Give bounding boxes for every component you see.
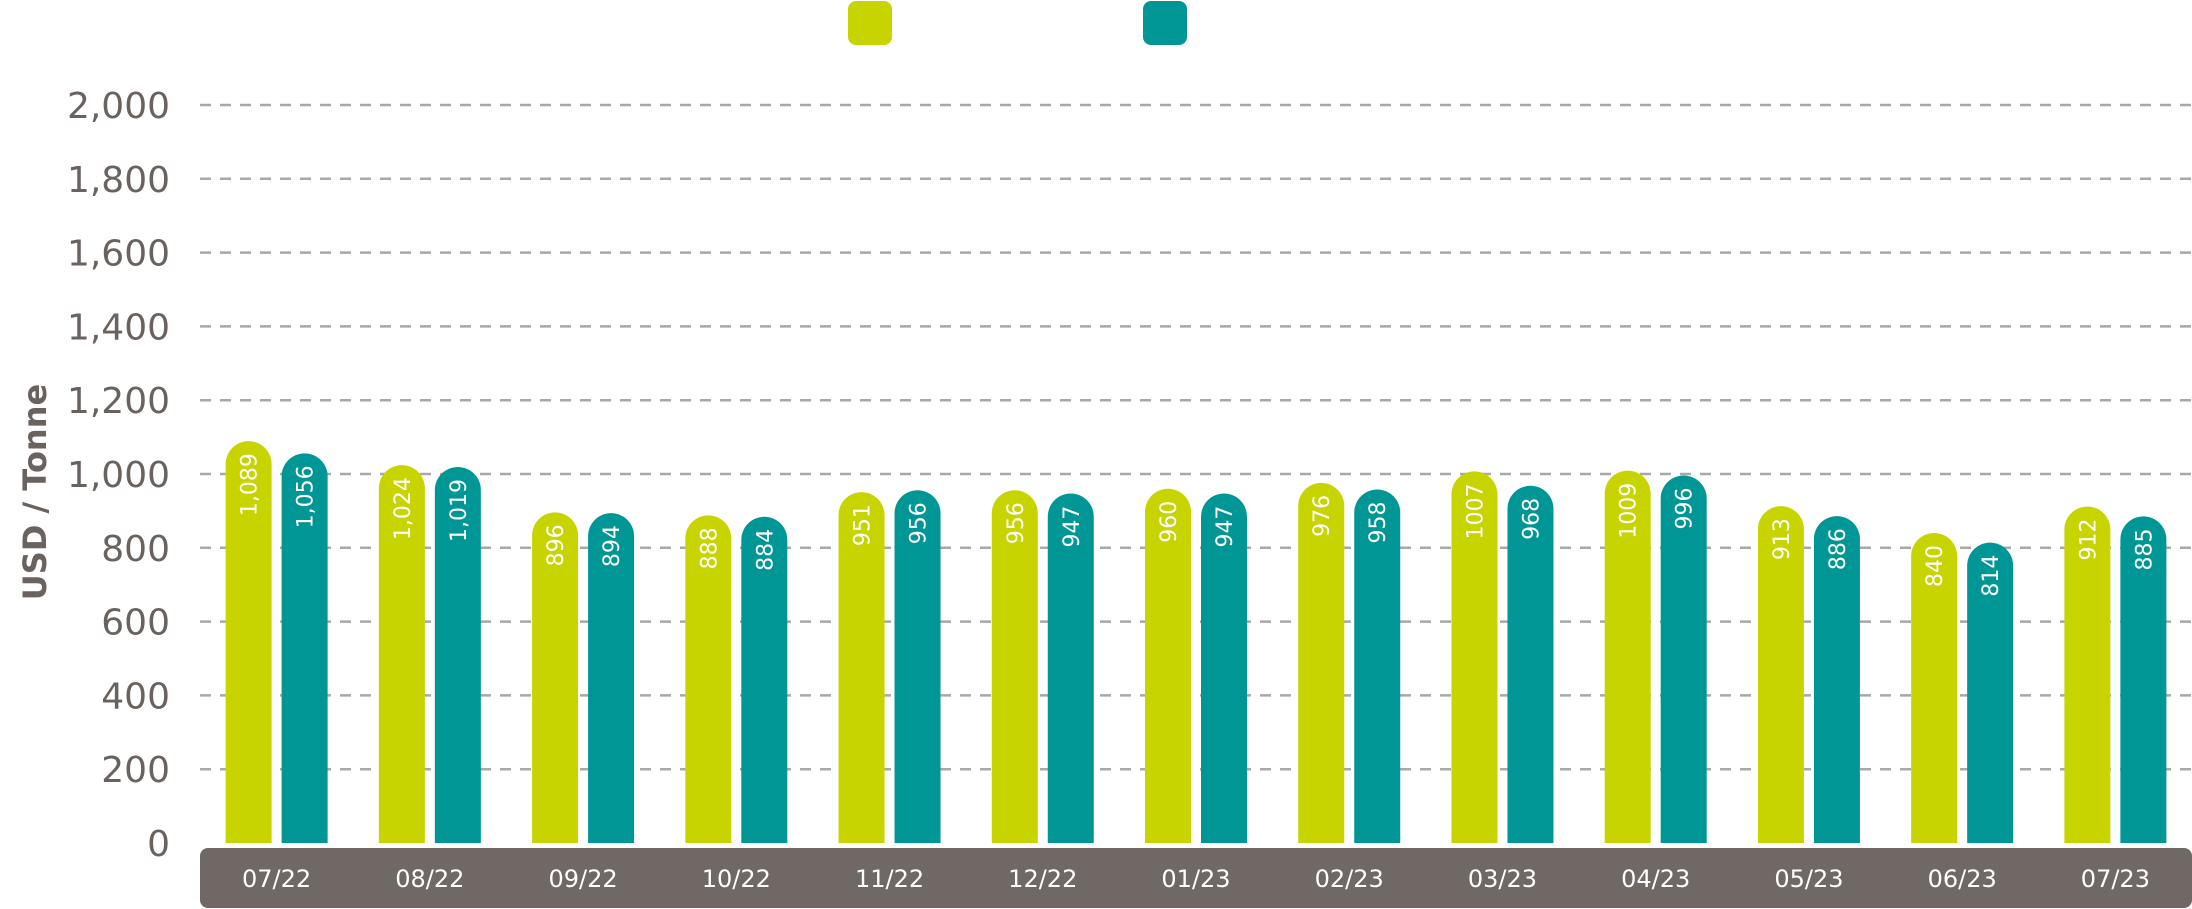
bar-value-label: 912 (2076, 518, 2101, 560)
bar-value-label: 840 (1923, 545, 1948, 587)
bar (532, 512, 579, 843)
y-tick-label: 400 (101, 676, 170, 717)
y-tick-label: 1,800 (67, 160, 170, 201)
x-tick-label: 03/23 (1468, 865, 1537, 893)
bar-value-label: 1,019 (447, 479, 472, 542)
y-tick-label: 200 (101, 750, 170, 791)
y-tick-label: 1,400 (67, 307, 170, 348)
bar-value-label: 913 (1770, 518, 1795, 560)
x-axis-band (200, 848, 2192, 908)
bar (1201, 493, 1247, 843)
bar-value-label: 814 (1979, 555, 2004, 597)
bar (588, 513, 635, 843)
bar-value-label: 960 (1157, 501, 1182, 543)
bar (685, 515, 732, 843)
legend (848, 1, 1187, 45)
y-tick-label: 800 (101, 529, 170, 570)
y-tick-label: 1,000 (67, 455, 170, 496)
legend-swatch (848, 1, 892, 45)
y-axis-label: USD / Tonne (16, 384, 54, 600)
bar (1298, 482, 1345, 843)
bar (434, 466, 481, 843)
bar-value-label: 888 (697, 527, 722, 569)
bar-value-label: 958 (1366, 501, 1391, 543)
bar (1967, 542, 2014, 843)
bar-value-label: 947 (1060, 506, 1085, 548)
bar (1813, 516, 1860, 843)
bar-value-label: 886 (1826, 528, 1851, 570)
y-tick-label: 1,600 (67, 234, 170, 275)
bar (1451, 471, 1498, 843)
bar-value-label: 1,024 (391, 477, 416, 540)
bar-value-label: 996 (1673, 487, 1698, 529)
bar (281, 453, 328, 843)
bars: 1,089 1,056 1,024 1,019 896 894 888 884 951 956 95… (225, 441, 2167, 843)
bar-value-label: 951 (851, 504, 876, 546)
bar-value-label: 1007 (1463, 483, 1488, 539)
bar-value-label: 896 (544, 524, 569, 566)
x-tick-label: 11/22 (855, 865, 924, 893)
bar-value-label: 885 (2132, 528, 2157, 570)
y-tick-label: 1,200 (67, 381, 170, 422)
bar (741, 516, 788, 843)
bar-value-label: 894 (600, 525, 625, 567)
x-tick-label: 07/23 (2081, 865, 2150, 893)
bar (1145, 488, 1191, 843)
x-tick-label: 02/23 (1315, 865, 1384, 893)
bar (2120, 516, 2167, 843)
bar (1911, 533, 1958, 843)
bar (1047, 493, 1094, 843)
bar (1757, 506, 1804, 843)
bar-value-label: 976 (1310, 495, 1335, 537)
x-tick-label: 05/23 (1774, 865, 1843, 893)
bar (225, 441, 272, 843)
x-tick-label: 08/22 (395, 865, 464, 893)
x-tick-label: 04/23 (1621, 865, 1690, 893)
bar-value-label: 1,089 (238, 453, 263, 516)
x-tick-label: 09/22 (548, 865, 617, 893)
bar (1354, 489, 1401, 843)
bar (1507, 485, 1554, 843)
bar (378, 465, 425, 843)
bar-value-label: 1,056 (294, 465, 319, 528)
y-axis-ticks: 0 200 400 600 800 1,000 1,200 1,400 1,600 1,800 2,… (67, 86, 170, 865)
y-tick-label: 0 (147, 824, 170, 865)
bar (991, 490, 1038, 843)
y-tick-label: 2,000 (67, 86, 170, 127)
bar (894, 490, 941, 843)
x-tick-label: 10/22 (702, 865, 771, 893)
x-axis-categories: 07/22 08/22 09/22 10/22 11/22 12/22 01/23 02/23… (242, 865, 2150, 893)
bar (1604, 470, 1651, 843)
legend-swatch (1143, 1, 1187, 45)
bar-value-label: 1009 (1617, 483, 1642, 539)
gridlines (200, 103, 2192, 771)
bar-value-label: 884 (753, 529, 778, 571)
bar-value-label: 956 (907, 502, 932, 544)
bar-value-label: 956 (1004, 502, 1029, 544)
bar (2064, 506, 2111, 843)
bar-value-label: 968 (1519, 498, 1544, 540)
x-tick-label: 06/23 (1928, 865, 1997, 893)
x-tick-label: 07/22 (242, 865, 311, 893)
x-tick-label: 01/23 (1161, 865, 1230, 893)
bar-value-label: 947 (1213, 506, 1238, 548)
bar (1660, 475, 1707, 843)
x-tick-label: 12/22 (1008, 865, 1077, 893)
y-tick-label: 600 (101, 603, 170, 644)
bar (838, 492, 885, 843)
